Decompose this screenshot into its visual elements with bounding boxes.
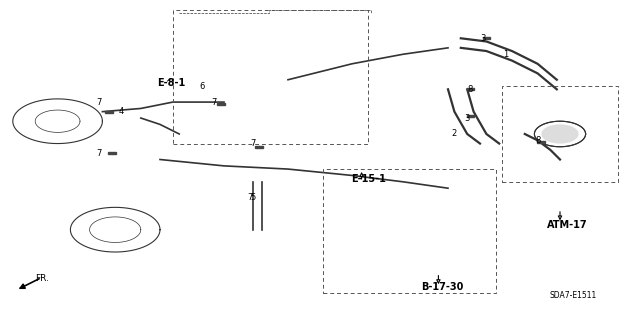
Text: B-17-30: B-17-30 [421, 282, 463, 292]
Bar [467, 88, 474, 90]
Text: E-8-1: E-8-1 [157, 78, 185, 88]
Text: 7: 7 [247, 193, 252, 202]
Text: 5: 5 [250, 193, 255, 202]
Text: 8: 8 [535, 136, 540, 145]
Bar [255, 146, 263, 148]
Text: 7: 7 [250, 139, 255, 148]
Text: 3: 3 [465, 114, 470, 122]
Text: 8: 8 [468, 85, 473, 94]
Bar [217, 103, 225, 105]
Bar [467, 115, 474, 117]
Bar [537, 141, 545, 143]
Text: E-15-1: E-15-1 [351, 174, 385, 184]
Text: 7: 7 [97, 149, 102, 158]
Text: 1: 1 [503, 50, 508, 59]
Text: 2: 2 [452, 130, 457, 138]
Bar [108, 152, 116, 154]
Text: 4: 4 [119, 107, 124, 116]
Circle shape [542, 125, 578, 143]
Text: 6: 6 [199, 82, 204, 91]
Text: 7: 7 [97, 98, 102, 107]
Bar [483, 37, 490, 39]
Text: 7: 7 [212, 98, 217, 107]
Text: FR.: FR. [35, 274, 49, 283]
Bar [105, 111, 113, 113]
Text: SDA7-E1511: SDA7-E1511 [549, 291, 596, 300]
Text: 3: 3 [481, 34, 486, 43]
Text: ATM-17: ATM-17 [547, 220, 588, 230]
